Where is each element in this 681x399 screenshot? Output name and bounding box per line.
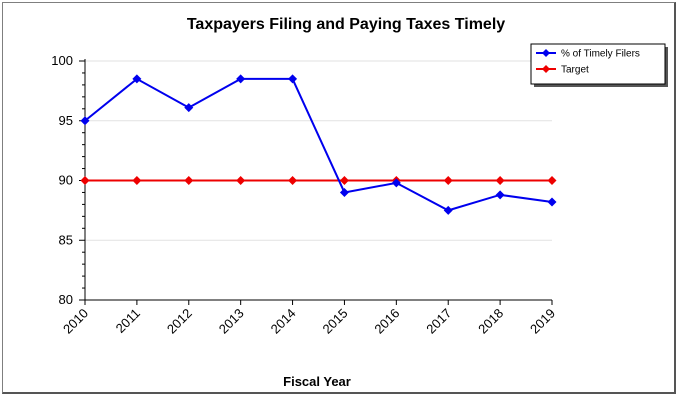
data-point-timely-filers-2014: [288, 74, 298, 84]
y-tick-label-90: 90: [59, 173, 73, 188]
data-point-timely-filers-2016: [391, 178, 401, 188]
y-tick-label-95: 95: [59, 113, 73, 128]
x-tick-label-2016: 2016: [371, 306, 402, 337]
x-tick-label-2014: 2014: [268, 306, 299, 337]
data-point-target-2015: [339, 176, 349, 185]
x-tick-label-2019: 2019: [527, 306, 558, 337]
data-point-timely-filers-2013: [236, 74, 246, 84]
y-tick-label-80: 80: [59, 292, 73, 307]
data-point-target-2019: [547, 176, 557, 185]
y-axis-ticks: 80 85 90 95 100: [51, 53, 85, 307]
series-layer: [80, 74, 557, 215]
data-point-target-2011: [132, 176, 142, 185]
x-axis-ticks: 2010 2011 2012 2013 2014 2015 2016 2017 2018 2019: [60, 300, 558, 337]
data-point-timely-filers-2018: [495, 190, 505, 200]
x-axis-title: Fiscal Year: [283, 374, 351, 389]
x-tick-label-2012: 2012: [164, 306, 195, 337]
data-point-target-2013: [236, 176, 246, 185]
legend-swatch-marker: [542, 49, 550, 57]
data-point-timely-filers-2012: [184, 103, 194, 113]
legend-box: [530, 43, 666, 85]
chart-title: Taxpayers Filing and Paying Taxes Timely: [187, 16, 505, 33]
data-point-target-2017: [443, 176, 453, 185]
data-point-timely-filers-2019: [547, 197, 557, 207]
data-point-timely-filers-2010: [80, 116, 90, 126]
x-tick-label-2010: 2010: [60, 306, 91, 337]
x-tick-label-2018: 2018: [475, 306, 506, 337]
data-point-timely-filers-2011: [132, 74, 142, 84]
y-tick-label-100: 100: [51, 53, 73, 68]
legend: % of Timely Filers Target: [530, 43, 668, 87]
x-tick-label-2013: 2013: [216, 306, 247, 337]
data-point-target-2014: [288, 176, 298, 185]
x-tick-label-2015: 2015: [320, 306, 351, 337]
legend-swatch-marker: [542, 65, 550, 73]
y-tick-label-85: 85: [59, 232, 73, 247]
data-point-timely-filers-2017: [443, 205, 453, 215]
legend-label-timely-filers: % of Timely Filers: [561, 49, 640, 60]
data-point-target-2012: [184, 176, 194, 185]
legend-label-target: Target: [561, 65, 589, 76]
data-point-timely-filers-2015: [339, 187, 349, 197]
data-point-target-2018: [495, 176, 505, 185]
data-point-target-2010: [80, 176, 90, 185]
x-tick-label-2011: 2011: [113, 306, 143, 336]
x-tick-label-2017: 2017: [423, 306, 454, 337]
series-line-timely-filers: [84, 77, 553, 212]
